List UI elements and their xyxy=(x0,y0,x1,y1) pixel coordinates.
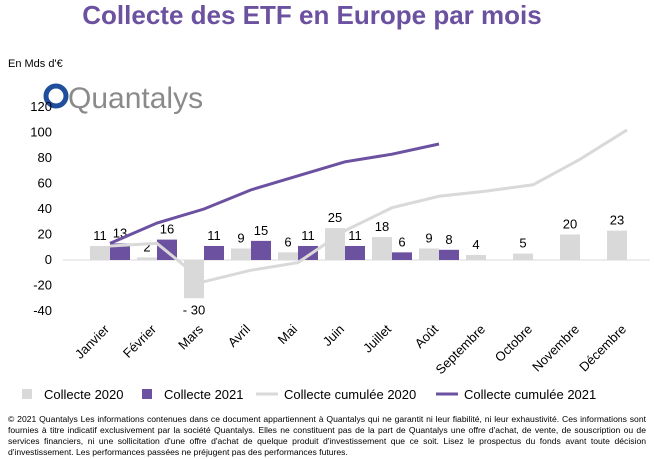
bar xyxy=(392,252,412,260)
bar xyxy=(325,228,345,260)
y-tick-label: 40 xyxy=(38,201,52,216)
x-tick-label: Novembre xyxy=(529,322,582,375)
bar xyxy=(90,245,110,260)
x-tick-label: Février xyxy=(120,321,160,361)
data-label: 16 xyxy=(160,222,174,237)
x-tick-label: Août xyxy=(412,321,442,351)
y-tick-label: 120 xyxy=(30,99,52,114)
data-label: 4 xyxy=(472,237,479,252)
data-label: 15 xyxy=(254,223,268,238)
bar xyxy=(439,249,459,260)
bar xyxy=(419,248,439,260)
line xyxy=(109,128,628,284)
data-label: 2 xyxy=(143,239,150,254)
data-label: 23 xyxy=(610,213,624,228)
data-label: 6 xyxy=(398,234,405,249)
data-label: 20 xyxy=(563,217,577,232)
y-tick-label: -40 xyxy=(33,303,52,318)
bar xyxy=(345,245,365,260)
logo-ring xyxy=(43,83,69,109)
data-label: 11 xyxy=(348,228,362,243)
legend-swatch xyxy=(22,389,32,399)
chart-title: Collecte des ETF en Europe par mois xyxy=(82,0,541,30)
y-axis-label: En Mds d'€ xyxy=(8,58,63,70)
bar xyxy=(204,245,224,260)
x-tick-label: Janvier xyxy=(72,321,113,362)
legend-swatch xyxy=(142,389,152,399)
x-tick-label: Octobre xyxy=(492,322,535,365)
footer: © 2021 Quantalys Les informations conten… xyxy=(8,414,646,457)
y-tick-label: 60 xyxy=(38,176,52,191)
line xyxy=(109,142,440,245)
legend-label: Collecte 2021 xyxy=(164,387,244,402)
data-label: 11 xyxy=(93,228,107,243)
y-tick-label: 0 xyxy=(45,252,52,267)
data-label: 6 xyxy=(284,234,291,249)
data-label: 9 xyxy=(425,231,432,246)
y-tick-label: 20 xyxy=(38,227,52,242)
y-tick-label: 100 xyxy=(30,125,52,140)
bar xyxy=(298,245,318,260)
bar xyxy=(372,237,392,260)
legend-label: Collecte 2020 xyxy=(44,387,124,402)
y-tick-label: -20 xyxy=(33,278,52,293)
data-label: 11 xyxy=(301,228,315,243)
x-tick-label: Mars xyxy=(175,321,206,352)
bar xyxy=(231,248,251,260)
bar xyxy=(513,253,533,260)
x-tick-label: Juillet xyxy=(360,321,394,355)
data-label: 8 xyxy=(445,232,452,247)
x-tick-label: Avril xyxy=(225,321,253,349)
data-label: 11 xyxy=(207,228,221,243)
y-tick-label: 80 xyxy=(38,150,52,165)
data-label: 25 xyxy=(328,210,342,225)
data-label: 18 xyxy=(375,219,389,234)
bar xyxy=(560,234,580,260)
bar xyxy=(607,230,627,260)
x-tick-label: Septembre xyxy=(433,322,489,378)
x-tick-label: Juin xyxy=(320,322,347,349)
data-label: - 30 xyxy=(183,302,205,317)
bar xyxy=(251,240,271,260)
legend-label: Collecte cumulée 2021 xyxy=(464,387,596,402)
data-label: 9 xyxy=(237,231,244,246)
logo-text: Quantalys xyxy=(68,82,203,115)
legend-label: Collecte cumulée 2020 xyxy=(284,387,416,402)
bar xyxy=(466,254,486,260)
bar xyxy=(110,243,130,260)
bar xyxy=(137,257,157,260)
x-tick-label: Mai xyxy=(275,321,300,346)
data-label: 5 xyxy=(519,236,526,251)
x-tick-label: Décembre xyxy=(576,322,629,375)
bar xyxy=(278,252,298,260)
